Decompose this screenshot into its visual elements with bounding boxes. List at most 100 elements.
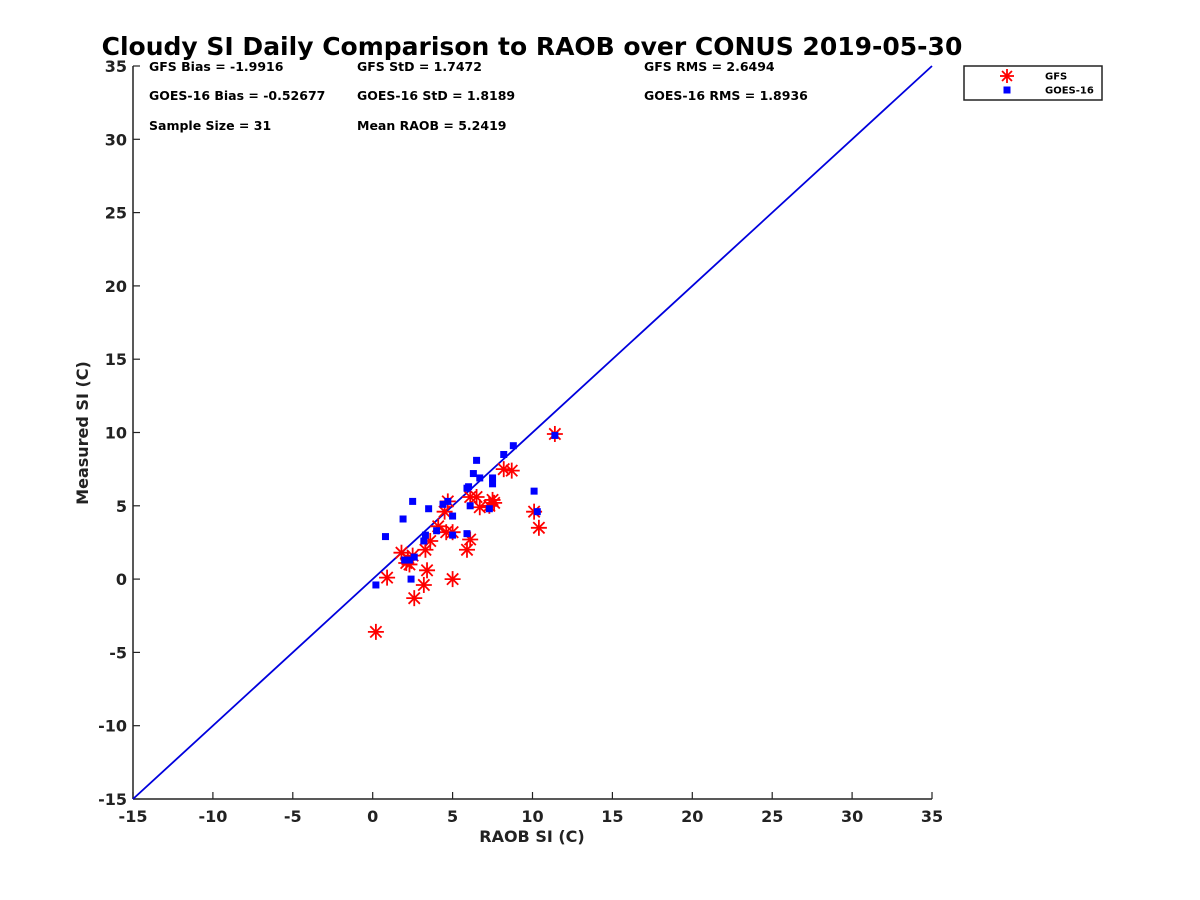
x-tick-label: 35 bbox=[921, 807, 943, 826]
asterisk-stroke bbox=[532, 521, 546, 535]
reference-line-group bbox=[132, 65, 933, 800]
gfs-point bbox=[379, 569, 396, 586]
asterisk-stroke bbox=[446, 572, 459, 586]
x-tick-label: 10 bbox=[521, 807, 543, 826]
y-tick-label: -15 bbox=[98, 790, 127, 809]
gfs-point bbox=[419, 562, 436, 579]
goes16-point bbox=[401, 556, 409, 564]
y-tick-label: 25 bbox=[105, 204, 127, 223]
x-tick-label: -5 bbox=[284, 807, 302, 826]
legend-label: GFS bbox=[1045, 72, 1067, 83]
stat-goes-std: GOES-16 StD = 1.8189 bbox=[357, 88, 515, 103]
gfs-point bbox=[444, 571, 461, 588]
y-tick-label: -5 bbox=[109, 643, 127, 662]
legend-box bbox=[963, 65, 1103, 101]
asterisk-stroke bbox=[419, 543, 432, 557]
stat-mean-raob: Mean RAOB = 5.2419 bbox=[357, 118, 506, 133]
goes16-point bbox=[372, 581, 380, 589]
asterisk-stroke bbox=[417, 578, 431, 592]
asterisk-stroke bbox=[463, 533, 477, 546]
stat-goes-rms: GOES-16 RMS = 1.8936 bbox=[644, 88, 808, 103]
goes16-point bbox=[489, 474, 497, 482]
reference-line bbox=[132, 65, 933, 800]
legend: GFS GOES-16 bbox=[963, 65, 1103, 101]
data-points bbox=[367, 425, 563, 640]
stat-gfs-bias: GFS Bias = -1.9916 bbox=[149, 59, 284, 74]
x-tick-label: -15 bbox=[119, 807, 148, 826]
gfs-point bbox=[415, 576, 432, 593]
x-tick-label: 20 bbox=[681, 807, 703, 826]
goes16-point bbox=[530, 487, 538, 495]
goes16-point bbox=[381, 533, 389, 541]
goes16-point bbox=[465, 483, 473, 491]
goes16-point bbox=[469, 470, 477, 478]
x-tick-label: 25 bbox=[761, 807, 783, 826]
x-tick-label: 15 bbox=[601, 807, 623, 826]
y-tick-label: 10 bbox=[105, 424, 127, 443]
goes16-point bbox=[533, 508, 541, 516]
goes16-point bbox=[444, 497, 452, 505]
gfs-point bbox=[367, 623, 384, 640]
goes16-point bbox=[407, 575, 415, 583]
y-tick-label: 35 bbox=[105, 57, 127, 76]
goes16-point bbox=[420, 537, 428, 545]
asterisk-stroke bbox=[439, 525, 453, 539]
goes16-point bbox=[476, 474, 484, 482]
x-tick-label: -10 bbox=[198, 807, 227, 826]
asterisk-stroke bbox=[420, 564, 434, 577]
stat-goes-bias: GOES-16 Bias = -0.52677 bbox=[149, 88, 325, 103]
goes16-point bbox=[449, 512, 457, 520]
asterisk-stroke bbox=[473, 500, 487, 514]
asterisk-stroke bbox=[505, 464, 519, 477]
goes16-point bbox=[421, 531, 429, 539]
goes16-point bbox=[463, 530, 471, 538]
stat-gfs-rms: GFS RMS = 2.6494 bbox=[644, 59, 775, 74]
goes16-point bbox=[425, 505, 433, 513]
asterisk-stroke bbox=[407, 591, 421, 605]
stat-gfs-std: GFS StD = 1.7472 bbox=[357, 59, 482, 74]
y-axis-label: Measured SI (C) bbox=[73, 361, 92, 505]
goes16-point bbox=[466, 502, 474, 510]
goes16-point bbox=[485, 505, 493, 513]
goes16-point bbox=[551, 431, 559, 439]
asterisk-stroke bbox=[380, 571, 394, 584]
y-tick-label: 5 bbox=[116, 497, 127, 516]
axes: -15 -10 -5 0 5 10 15 20 25 30 35 -15 -10 -5 0 5 10 15 20 25… bbox=[98, 57, 943, 826]
x-tick-label: 0 bbox=[367, 807, 378, 826]
goes16-point bbox=[433, 527, 441, 535]
asterisk-stroke bbox=[369, 625, 383, 639]
goes16-point bbox=[409, 497, 417, 505]
legend-gfs-marker bbox=[1000, 69, 1014, 83]
legend-goes16-marker bbox=[1003, 86, 1011, 94]
goes16-point bbox=[449, 531, 457, 539]
chart-title: Cloudy SI Daily Comparison to RAOB over … bbox=[102, 32, 963, 61]
goes16-point bbox=[410, 553, 418, 561]
asterisk-stroke bbox=[423, 534, 437, 548]
stat-sample-size: Sample Size = 31 bbox=[149, 118, 271, 133]
gfs-point bbox=[406, 590, 423, 607]
stats-annotations: GFS Bias = -1.9916 GFS StD = 1.7472 GFS RM… bbox=[149, 59, 808, 133]
goes16-point bbox=[439, 500, 447, 508]
legend-label: GOES-16 bbox=[1045, 86, 1094, 97]
y-tick-label: -10 bbox=[98, 717, 127, 736]
gfs-point bbox=[530, 519, 547, 536]
x-axis-label: RAOB SI (C) bbox=[479, 827, 584, 846]
y-tick-label: 0 bbox=[116, 570, 127, 589]
goes16-point bbox=[489, 480, 497, 488]
goes16-point bbox=[509, 442, 517, 450]
goes16-point bbox=[500, 450, 508, 458]
series-goes-16 bbox=[372, 431, 559, 589]
gfs-point bbox=[503, 462, 520, 479]
y-tick-label: 30 bbox=[105, 130, 127, 149]
y-tick-label: 15 bbox=[105, 350, 127, 369]
goes16-point bbox=[473, 456, 481, 464]
asterisk-stroke bbox=[1001, 70, 1013, 82]
asterisk-stroke bbox=[470, 490, 483, 504]
asterisk-stroke bbox=[395, 546, 408, 560]
goes16-point bbox=[399, 515, 407, 523]
gfs-point bbox=[458, 541, 475, 558]
y-tick-label: 20 bbox=[105, 277, 127, 296]
x-tick-label: 5 bbox=[447, 807, 458, 826]
goes16-point bbox=[405, 556, 413, 564]
